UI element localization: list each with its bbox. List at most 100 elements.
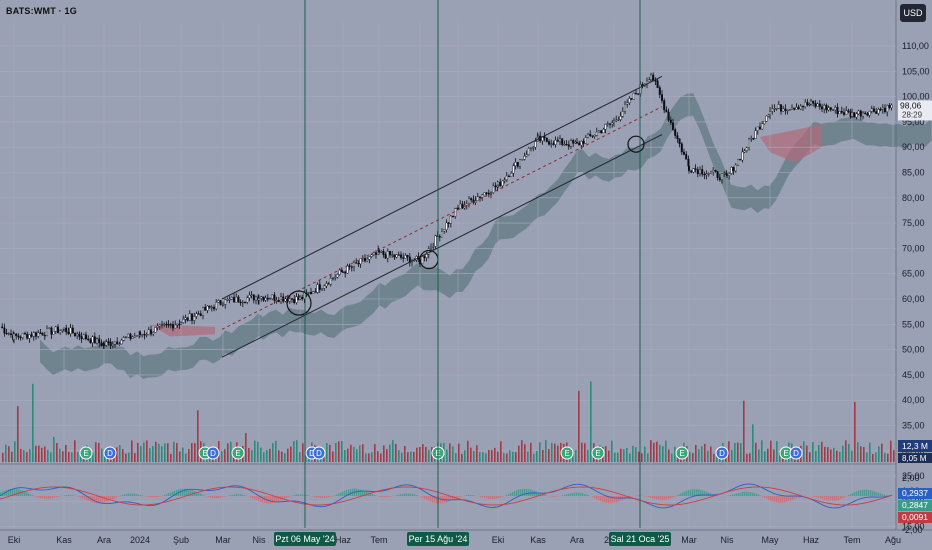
macd-hist-bar <box>568 493 570 496</box>
volume-bar <box>98 442 100 462</box>
macd-hist-bar <box>146 496 148 497</box>
macd-hist-bar <box>70 495 72 496</box>
volume-bar <box>224 449 226 462</box>
dividend-badge[interactable]: D <box>789 446 803 460</box>
dividend-badge[interactable]: D <box>312 446 326 460</box>
countdown: 28:29 <box>902 110 923 119</box>
candles[interactable] <box>1 72 893 350</box>
macd-hist-bar <box>700 489 702 496</box>
time-tick-label: Ağu <box>885 535 901 545</box>
volume-bar <box>341 441 343 462</box>
candle-body <box>862 112 865 117</box>
macd-hist-bar <box>432 496 434 503</box>
candle-body <box>127 333 130 338</box>
volume-bar <box>869 442 871 462</box>
macd-hist-bar <box>608 496 610 504</box>
candle-body <box>291 298 294 300</box>
candle-body <box>163 323 166 326</box>
price-tick-label: 75,00 <box>902 218 925 228</box>
candle-body <box>726 174 729 176</box>
macd-hist-bar <box>360 489 362 496</box>
macd-hist-bar <box>458 496 460 498</box>
macd-hist-bar <box>696 489 698 496</box>
volume-bar <box>542 449 544 462</box>
macd-hist-bar <box>452 496 454 500</box>
macd-hist-bar <box>282 496 284 500</box>
volume-bar <box>749 453 751 462</box>
macd-hist-bar <box>788 496 790 502</box>
earnings-badge[interactable]: E <box>591 446 605 460</box>
macd-hist-bar <box>754 493 756 496</box>
candle-body <box>678 138 681 144</box>
earnings-badge[interactable]: E <box>560 446 574 460</box>
candle-body <box>384 254 387 259</box>
time-tick-label: 2024 <box>130 535 150 545</box>
volume-bar <box>884 452 886 462</box>
candle-body <box>310 291 313 294</box>
candle-body <box>232 297 235 303</box>
macd-hist-bar <box>374 495 376 496</box>
volume-bar <box>812 442 814 462</box>
macd-hist-bar <box>672 496 674 498</box>
candle-body <box>652 74 655 81</box>
macd-hist-bar <box>404 493 406 496</box>
macd-hist-bar <box>328 496 330 498</box>
macd-hist-bar <box>174 490 176 496</box>
candle-body <box>613 120 616 123</box>
channel-drawings[interactable] <box>221 75 663 358</box>
macd-hist-bar <box>388 496 390 498</box>
price-tick-label: 70,00 <box>902 243 925 253</box>
candle-body <box>441 230 444 238</box>
macd-hist-bar <box>102 496 104 504</box>
macd-hist-bar <box>262 496 264 503</box>
candle-body <box>91 336 94 343</box>
candle-body <box>788 109 791 111</box>
volume-bar <box>293 441 295 462</box>
macd-hist-bar <box>0 492 2 496</box>
candle-body <box>391 254 394 256</box>
earnings-badge[interactable]: E <box>675 446 689 460</box>
candle-body <box>663 100 666 111</box>
candle-body <box>632 93 635 100</box>
candle-body <box>808 104 811 106</box>
volume-bar <box>77 451 79 462</box>
macd-value-2: 0,2847 <box>902 500 928 510</box>
volume-bar <box>365 453 367 462</box>
volume-bar <box>266 449 268 462</box>
candle-body <box>264 297 267 301</box>
candle-body <box>307 291 310 294</box>
badge-circle <box>103 446 117 460</box>
dividend-badge[interactable]: D <box>206 446 220 460</box>
dividend-badge[interactable]: D <box>103 446 117 460</box>
candle-body <box>124 336 127 339</box>
earnings-badge[interactable]: E <box>79 446 93 460</box>
currency-button[interactable]: USD <box>900 4 926 22</box>
candle-body <box>752 138 755 140</box>
macd-hist-bar <box>526 488 528 496</box>
candle-body <box>699 169 702 175</box>
dividend-badge[interactable]: D <box>715 446 729 460</box>
candle-body <box>400 254 403 258</box>
candle-body <box>224 299 227 305</box>
macd-hist-bar <box>668 496 670 499</box>
candle-body <box>793 107 796 110</box>
volume-bar <box>299 452 301 462</box>
macd-hist-bar <box>656 496 658 500</box>
macd-hist-bar <box>434 496 436 503</box>
candle-body <box>780 104 783 112</box>
candle-body <box>217 300 220 303</box>
macd-hist-bar <box>780 496 782 503</box>
macd-hist-bar <box>26 492 28 496</box>
candle-body <box>843 112 846 115</box>
candle-body <box>886 105 889 113</box>
volume-bar <box>161 446 163 462</box>
volume-bar <box>119 445 121 462</box>
earnings-badge[interactable]: E <box>231 446 245 460</box>
candle-body <box>357 263 360 265</box>
candle-body <box>197 313 200 315</box>
volume-bar <box>854 401 856 462</box>
event-badges[interactable]: EDEDEDDEEEEDED <box>79 446 803 460</box>
macd-hist-bar <box>168 493 170 496</box>
